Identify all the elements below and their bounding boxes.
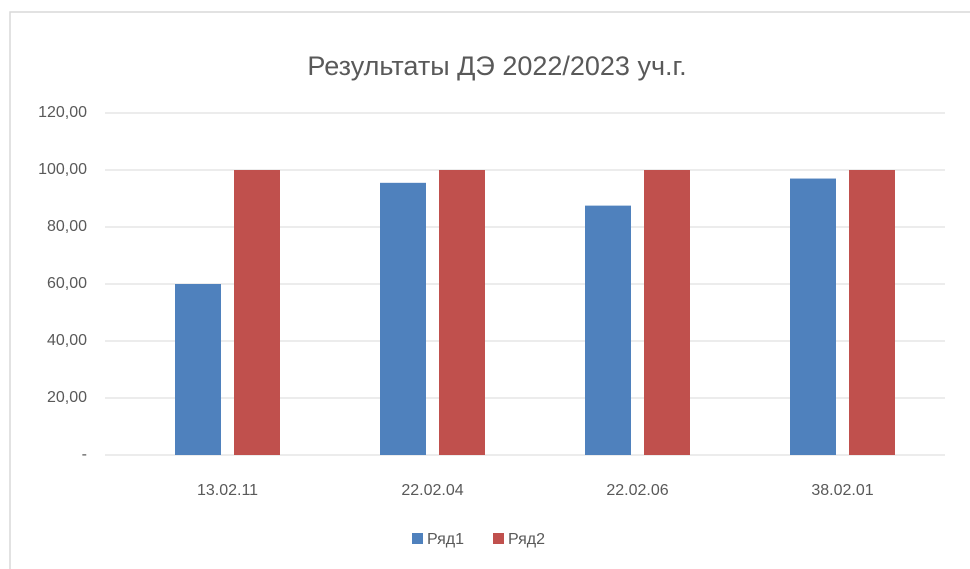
y-tick-label: 20,00 [47, 389, 87, 406]
legend-label: Ряд2 [508, 531, 545, 548]
bar [380, 182, 426, 455]
bar [790, 178, 836, 456]
bar [234, 170, 280, 455]
bar [644, 170, 690, 455]
bar [585, 205, 631, 455]
y-tick-label: - [82, 446, 87, 463]
legend-swatch [412, 533, 423, 544]
bar [849, 170, 895, 455]
x-tick-label: 13.02.11 [197, 482, 258, 499]
legend-label: Ряд1 [427, 531, 464, 548]
y-tick-label: 40,00 [47, 332, 87, 349]
y-tick-label: 80,00 [47, 218, 87, 235]
bar [175, 284, 221, 455]
x-tick-label: 22.02.06 [606, 482, 668, 499]
legend-swatch [493, 533, 504, 544]
y-tick-label: 100,00 [38, 161, 87, 178]
chart-title: Результаты ДЭ 2022/2023 уч.г. [307, 51, 686, 81]
x-tick-label: 22.02.04 [401, 482, 463, 499]
x-tick-label: 38.02.01 [811, 482, 873, 499]
bar [439, 170, 485, 455]
y-tick-label: 60,00 [47, 275, 87, 292]
y-tick-label: 120,00 [38, 104, 87, 121]
